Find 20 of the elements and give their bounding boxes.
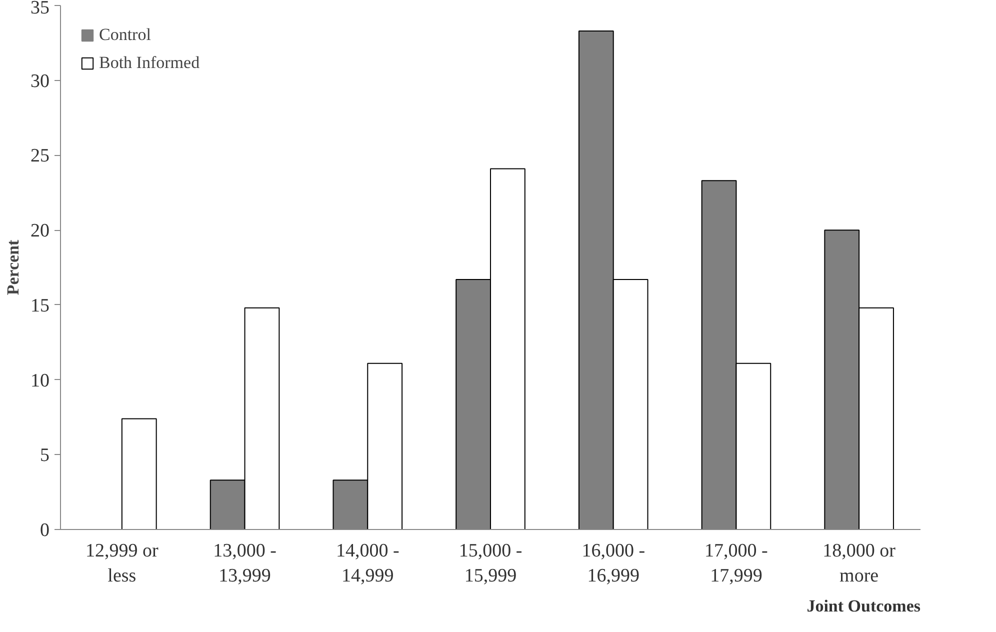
- x-tick-label: 16,000 - 16,999: [582, 540, 646, 587]
- x-tick-label: 17,000 - 17,999: [704, 540, 768, 587]
- legend-label: Both Informed: [99, 53, 200, 73]
- y-tick-label: 20: [30, 220, 50, 242]
- y-tick-label: 15: [30, 295, 50, 316]
- y-tick-label: 35: [30, 0, 50, 18]
- y-tick-label: 5: [40, 445, 50, 466]
- x-axis-title: Joint Outcomes: [806, 596, 921, 616]
- x-tick-label: 15,000 - 15,999: [458, 540, 522, 587]
- y-tick-label: 30: [30, 70, 50, 92]
- y-tick-label: 0: [40, 520, 50, 541]
- bar: [121, 418, 157, 530]
- x-tick-label: 18,000 or more: [822, 540, 896, 587]
- x-tick-label: 13,000 - 13,999: [213, 540, 276, 587]
- y-tick-label: 10: [30, 370, 50, 392]
- x-tick-label: 14,000 - 14,999: [336, 540, 400, 587]
- x-tick-label: 12,999 or less: [86, 540, 160, 587]
- y-axis-title: Percent: [4, 239, 22, 296]
- y-tick-label: 25: [30, 146, 50, 167]
- legend-label: Control: [99, 25, 151, 45]
